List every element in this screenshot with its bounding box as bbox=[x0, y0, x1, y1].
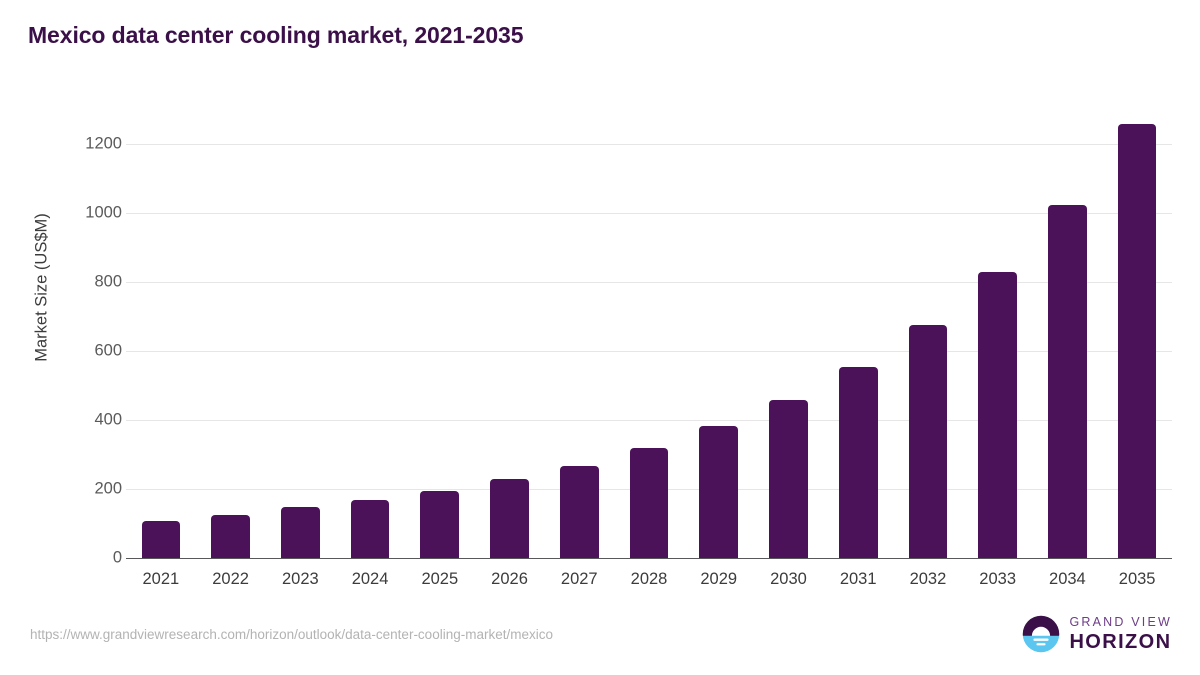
bar-2027[interactable] bbox=[559, 465, 599, 558]
bar-2025[interactable] bbox=[420, 491, 460, 558]
gridline bbox=[126, 282, 1172, 284]
x-tick-label-2021: 2021 bbox=[142, 570, 180, 588]
y-tick-label: 1000 bbox=[85, 203, 122, 222]
plot-area: Market Size (US$M) 0 200 400 600 800 1000 1200… bbox=[0, 0, 1172, 602]
bar-2033[interactable] bbox=[978, 272, 1017, 558]
x-tick-label-2028: 2028 bbox=[630, 570, 668, 588]
x-tick-label-2031: 2031 bbox=[839, 570, 877, 588]
horizon-sun-circle-icon bbox=[1023, 615, 1060, 653]
x-tick-label-2029: 2029 bbox=[700, 570, 738, 588]
source-url[interactable]: https://www.grandviewresearch.com/horizo… bbox=[30, 627, 553, 642]
x-tick-label-2025: 2025 bbox=[421, 570, 459, 588]
bar-2024[interactable] bbox=[350, 500, 390, 558]
bar-2026[interactable] bbox=[490, 479, 529, 558]
logo-line-1: GRAND VIEW bbox=[1069, 615, 1172, 630]
bar-2029[interactable] bbox=[699, 426, 739, 558]
y-tick-label: 400 bbox=[94, 410, 122, 429]
bar-2034[interactable] bbox=[1048, 205, 1087, 558]
bar-2031[interactable] bbox=[838, 366, 878, 558]
x-tick-label-2033: 2033 bbox=[979, 570, 1017, 588]
x-tick-label-2024: 2024 bbox=[351, 570, 389, 588]
y-axis-ticks: 0 200 400 600 800 1000 1200 bbox=[0, 0, 122, 600]
gridline bbox=[126, 213, 1172, 215]
bar-2022[interactable] bbox=[211, 514, 250, 558]
x-tick-label-2023: 2023 bbox=[281, 570, 319, 588]
x-tick-label-2034: 2034 bbox=[1049, 570, 1086, 588]
x-tick-label-2030: 2030 bbox=[770, 570, 807, 588]
gridline bbox=[126, 351, 1172, 353]
x-tick-label-2027: 2027 bbox=[560, 570, 598, 588]
logo-wordmark: GRAND VIEW HORIZON bbox=[1069, 616, 1172, 652]
bar-2021[interactable] bbox=[141, 521, 181, 558]
bar-2028[interactable] bbox=[629, 448, 669, 558]
y-tick-label: 600 bbox=[94, 341, 122, 360]
x-axis-ticks: 2021 2022 2023 2024 2025 2026 2027 2028 2029 2030… bbox=[126, 562, 1172, 602]
page-title: Mexico data center cooling market, 2021-… bbox=[28, 22, 524, 48]
bar-2032[interactable] bbox=[908, 324, 948, 558]
y-tick-label: 1200 bbox=[85, 134, 122, 153]
grand-view-horizon-logo[interactable]: GRAND VIEW HORIZON bbox=[1022, 615, 1172, 653]
x-tick-label-2026: 2026 bbox=[491, 570, 528, 588]
chart-footer: https://www.grandviewresearch.com/horizo… bbox=[0, 605, 1200, 675]
logo-line-2: HORIZON bbox=[1069, 630, 1172, 653]
bar-2023[interactable] bbox=[280, 507, 320, 558]
bar-2030[interactable] bbox=[769, 399, 808, 558]
y-tick-label: 800 bbox=[94, 272, 122, 291]
x-tick-label-2032: 2032 bbox=[909, 570, 947, 588]
x-tick-label-2022: 2022 bbox=[212, 570, 249, 588]
gridline bbox=[126, 420, 1172, 422]
y-tick-label: 200 bbox=[94, 479, 122, 498]
gridline bbox=[126, 144, 1172, 146]
x-tick-label-2035: 2035 bbox=[1118, 570, 1156, 588]
axis-baseline bbox=[126, 558, 1172, 560]
bar-2035[interactable] bbox=[1117, 123, 1157, 558]
bar-series bbox=[126, 0, 1172, 600]
y-tick-label: 0 bbox=[112, 548, 122, 567]
